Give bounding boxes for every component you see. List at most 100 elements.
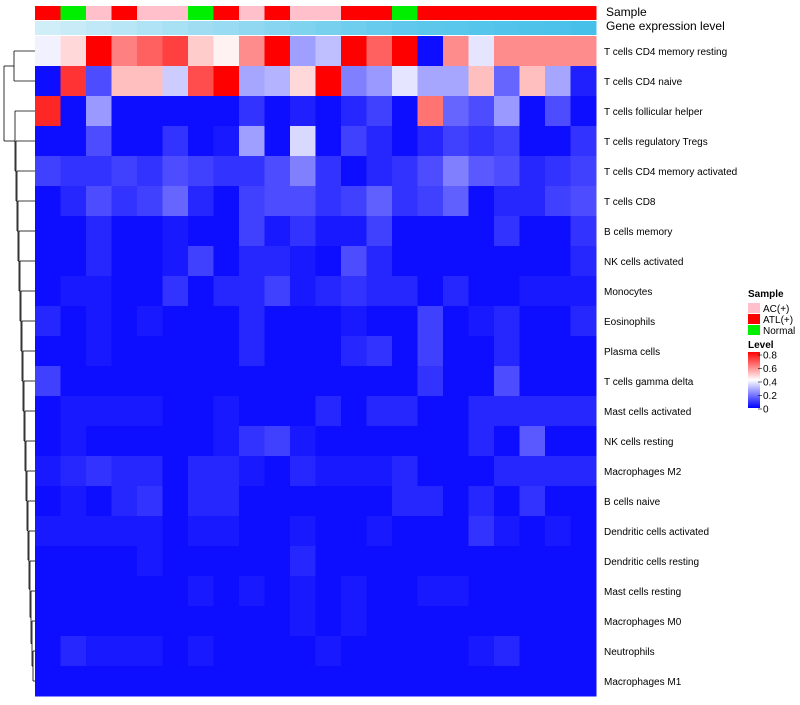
heatmap-cell bbox=[188, 396, 214, 427]
heatmap-cell bbox=[86, 126, 112, 157]
sample-annotation-cell bbox=[545, 6, 571, 20]
heatmap-cell bbox=[264, 36, 291, 67]
row-label: T cells follicular helper bbox=[604, 107, 703, 118]
heatmap-cell bbox=[290, 336, 316, 367]
row-label: B cells memory bbox=[604, 227, 672, 238]
heatmap-cell bbox=[545, 516, 571, 547]
heatmap-cell bbox=[162, 666, 189, 697]
sample-annotation-cell bbox=[35, 6, 61, 20]
heatmap-cell bbox=[239, 396, 265, 427]
row-label: T cells CD4 memory activated bbox=[604, 167, 737, 178]
heatmap-cell bbox=[494, 186, 520, 217]
heatmap-cell bbox=[213, 36, 240, 67]
heatmap-cell bbox=[111, 186, 138, 217]
heatmap-cell bbox=[468, 456, 495, 487]
sample-annotation-cell bbox=[468, 6, 495, 20]
heatmap-cell bbox=[315, 576, 342, 607]
heatmap-cell bbox=[239, 156, 265, 187]
sample-annotation-cell bbox=[111, 6, 138, 20]
heatmap-cell bbox=[86, 456, 112, 487]
heatmap-cell bbox=[443, 396, 469, 427]
heatmap-cell bbox=[264, 546, 291, 577]
heatmap-cell bbox=[137, 186, 163, 217]
heatmap-cell bbox=[570, 456, 597, 487]
heatmap-cell bbox=[60, 216, 87, 247]
heatmap-cell bbox=[35, 246, 61, 277]
heatmap-cell bbox=[315, 126, 342, 157]
heatmap-cell bbox=[315, 546, 342, 577]
heatmap-cell bbox=[86, 186, 112, 217]
heatmap-cell bbox=[494, 96, 520, 127]
heatmap-cell bbox=[494, 216, 520, 247]
heatmap-cell bbox=[213, 636, 240, 667]
heatmap-cell bbox=[341, 66, 367, 97]
heatmap-cell bbox=[417, 276, 444, 307]
gene-expression-annotation-cell bbox=[213, 21, 240, 35]
heatmap-cell bbox=[468, 366, 495, 397]
annotation-label-sample: Sample bbox=[606, 5, 647, 19]
heatmap-cell bbox=[519, 36, 546, 67]
heatmap-cell bbox=[213, 186, 240, 217]
heatmap-cell bbox=[137, 96, 163, 127]
heatmap-cell bbox=[162, 516, 189, 547]
heatmap-cell bbox=[137, 486, 163, 517]
legend-sample-entries: AC(+)ATL(+)Normal bbox=[748, 303, 795, 337]
heatmap-cell bbox=[60, 336, 87, 367]
heatmap-cell bbox=[264, 96, 291, 127]
heatmap-cell bbox=[137, 36, 163, 67]
heatmap-cell bbox=[213, 516, 240, 547]
heatmap-cell bbox=[264, 216, 291, 247]
heatmap-cell bbox=[443, 456, 469, 487]
heatmap-cell bbox=[162, 66, 189, 97]
heatmap-cell bbox=[111, 246, 138, 277]
heatmap-cell bbox=[341, 306, 367, 337]
heatmap-cell bbox=[111, 126, 138, 157]
heatmap-cell bbox=[341, 516, 367, 547]
heatmap-cell bbox=[494, 336, 520, 367]
heatmap-cell bbox=[468, 246, 495, 277]
heatmap-cell bbox=[239, 666, 265, 697]
heatmap-cell bbox=[468, 666, 495, 697]
heatmap-cell bbox=[468, 546, 495, 577]
heatmap-cell bbox=[137, 156, 163, 187]
sample-annotation-cell bbox=[86, 6, 112, 20]
heatmap-cell bbox=[111, 216, 138, 247]
heatmap-cell bbox=[86, 396, 112, 427]
heatmap-cell bbox=[443, 486, 469, 517]
heatmap-cell bbox=[290, 126, 316, 157]
heatmap-cell bbox=[443, 156, 469, 187]
heatmap-cell bbox=[366, 306, 393, 337]
heatmap-cell bbox=[341, 606, 367, 637]
legend-sample-swatch bbox=[748, 303, 760, 313]
heatmap-cell bbox=[162, 336, 189, 367]
sample-annotation-cell bbox=[494, 6, 520, 20]
gene-expression-annotation-cell bbox=[60, 21, 87, 35]
heatmap-cell bbox=[264, 486, 291, 517]
heatmap-cell bbox=[570, 666, 597, 697]
heatmap-cell bbox=[341, 576, 367, 607]
heatmap-cell bbox=[264, 246, 291, 277]
legend-tick-label: 0.8 bbox=[763, 351, 777, 362]
heatmap-cell bbox=[315, 636, 342, 667]
heatmap-cell bbox=[519, 126, 546, 157]
heatmap-cell bbox=[392, 546, 418, 577]
heatmap-cell bbox=[162, 126, 189, 157]
heatmap-cell bbox=[519, 486, 546, 517]
gene-expression-annotation-cell bbox=[341, 21, 367, 35]
heatmap-cell bbox=[366, 216, 393, 247]
heatmap-cell bbox=[468, 426, 495, 457]
heatmap-cell bbox=[137, 396, 163, 427]
legend: Sample AC(+)ATL(+)Normal Level 0.8 0.6 0.4… bbox=[748, 289, 795, 416]
heatmap-cell bbox=[468, 606, 495, 637]
heatmap-cell bbox=[341, 156, 367, 187]
heatmap-cell bbox=[417, 426, 444, 457]
heatmap-cell bbox=[392, 636, 418, 667]
heatmap-cell bbox=[86, 486, 112, 517]
heatmap-cell bbox=[86, 66, 112, 97]
heatmap-cell bbox=[239, 216, 265, 247]
heatmap-cell bbox=[443, 66, 469, 97]
heatmap-cell bbox=[137, 246, 163, 277]
heatmap-cell bbox=[60, 96, 87, 127]
heatmap-cell bbox=[35, 36, 61, 67]
heatmap-cell bbox=[443, 366, 469, 397]
